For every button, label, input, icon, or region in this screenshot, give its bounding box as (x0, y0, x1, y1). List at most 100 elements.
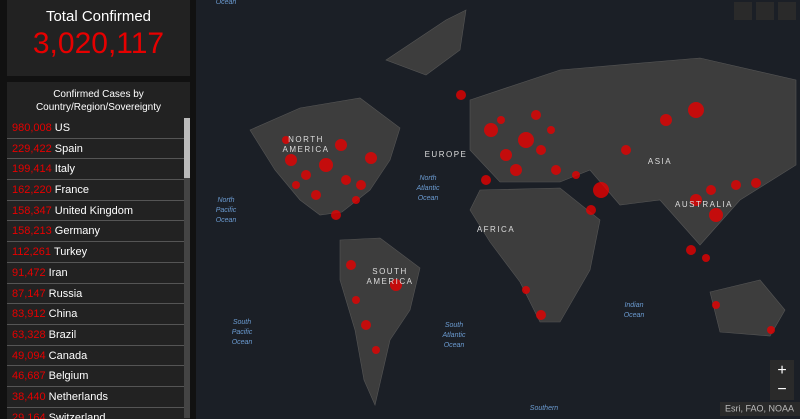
country-name: China (48, 308, 78, 321)
case-count: 158,213 (12, 225, 52, 238)
country-row[interactable]: 49,094 Canada (7, 346, 184, 367)
zoom-in[interactable]: + (777, 362, 786, 379)
country-list-panel: Confirmed Cases by Country/Region/Sovere… (7, 82, 190, 419)
scroll-thumb[interactable] (184, 118, 190, 178)
layers-button[interactable] (778, 2, 796, 20)
country-row[interactable]: 229,422 Spain (7, 139, 184, 160)
ocean-label: Pacific (216, 207, 237, 214)
ocean-label: North (419, 175, 436, 182)
case-count: 229,422 (12, 142, 52, 155)
case-count: 46,687 (12, 370, 46, 383)
country-row[interactable]: 158,347 United Kingdom (7, 201, 184, 222)
land (249, 9, 797, 406)
land-australia (709, 279, 786, 337)
case-dot (536, 310, 546, 320)
case-dots (282, 90, 775, 354)
country-name: Iran (48, 266, 68, 279)
case-dot (510, 164, 522, 176)
continent-label: AUSTRALIA (675, 200, 733, 209)
case-dot (551, 165, 561, 175)
case-dot (352, 296, 360, 304)
continent-label: AFRICA (477, 225, 515, 234)
country-row[interactable]: 63,328 Brazil (7, 325, 184, 346)
case-dot (522, 286, 530, 294)
country-name: United Kingdom (54, 204, 134, 217)
case-dot (702, 254, 710, 262)
continent-label: ASIA (648, 157, 672, 166)
ocean-label: North (217, 197, 234, 204)
case-dot (586, 205, 596, 215)
country-name: Belgium (48, 370, 89, 383)
continent-label: AMERICA (367, 277, 414, 286)
total-value: 3,020,117 (32, 27, 165, 60)
country-name: Russia (48, 287, 83, 300)
case-dot (301, 170, 311, 180)
case-dot (341, 175, 351, 185)
case-dot (731, 180, 741, 190)
total-panel: Total Confirmed 3,020,117 (7, 0, 190, 76)
list-button[interactable] (756, 2, 774, 20)
scrollbar[interactable] (184, 118, 190, 418)
country-row[interactable]: 162,220 France (7, 180, 184, 201)
ocean-label: Ocean (216, 0, 237, 6)
case-dot (365, 152, 377, 164)
country-name: Switzerland (48, 411, 106, 419)
case-dot (500, 149, 512, 161)
case-dot (531, 110, 541, 120)
continent-label: NORTH (288, 135, 324, 144)
country-name: US (54, 122, 71, 134)
case-dot (767, 326, 775, 334)
case-dot (712, 301, 720, 309)
ocean-label: Ocean (232, 339, 253, 346)
country-row[interactable]: 91,472 Iran (7, 263, 184, 284)
country-name: Italy (54, 163, 75, 176)
case-dot (751, 178, 761, 188)
case-dot (621, 145, 631, 155)
case-count: 199,414 (12, 163, 52, 176)
land-eurasia (469, 57, 797, 246)
country-row[interactable]: 158,213 Germany (7, 221, 184, 243)
country-row[interactable]: 38,440 Netherlands (7, 387, 184, 408)
case-count: 158,347 (12, 204, 52, 217)
case-dot (497, 116, 505, 124)
country-row[interactable]: 87,147 Russia (7, 284, 184, 305)
case-dot (352, 196, 360, 204)
list-title-line: Country/Region/Sovereignty (35, 102, 162, 113)
country-name: France (54, 184, 90, 197)
map[interactable]: NORTHAMERICAEUROPEASIAAFRICASOUTHAMERICA… (196, 0, 800, 419)
case-dot (282, 136, 290, 144)
zoom-out[interactable]: − (777, 381, 786, 398)
country-row[interactable]: 29,164 Switzerland (7, 408, 184, 419)
total-title: Total Confirmed (45, 8, 152, 25)
case-dot (285, 154, 297, 166)
country-name: Spain (54, 142, 83, 155)
land-south-america (339, 237, 421, 406)
bookmark-button[interactable] (734, 2, 752, 20)
case-dot (335, 139, 347, 151)
continent-label: SOUTH (372, 267, 408, 276)
case-dot (688, 102, 704, 118)
case-dot (484, 123, 498, 137)
ocean-label: Ocean (216, 217, 237, 224)
case-dot (706, 185, 716, 195)
country-row[interactable]: 980,008 US (7, 118, 184, 139)
country-row[interactable]: 199,414 Italy (7, 159, 184, 181)
case-dot (390, 279, 402, 291)
case-count: 63,328 (12, 328, 46, 341)
country-name: Netherlands (48, 390, 108, 403)
ocean-label: Ocean (444, 342, 465, 349)
country-name: Germany (54, 225, 101, 238)
country-row[interactable]: 46,687 Belgium (7, 366, 184, 387)
case-dot (686, 245, 696, 255)
ocean-label: Pacific (232, 329, 253, 336)
case-dot (331, 210, 341, 220)
country-list: 980,008 US 229,422 Spain 199,414 Italy 162,220… (7, 118, 184, 419)
country-row[interactable]: 83,912 China (7, 304, 184, 325)
zoom-control[interactable] (770, 360, 794, 400)
case-dot (518, 132, 534, 148)
country-row[interactable]: 112,261 Turkey (7, 242, 184, 263)
land-africa (469, 187, 601, 323)
case-count: 162,220 (12, 184, 52, 197)
country-name: Turkey (53, 246, 88, 259)
case-count: 83,912 (12, 308, 46, 321)
